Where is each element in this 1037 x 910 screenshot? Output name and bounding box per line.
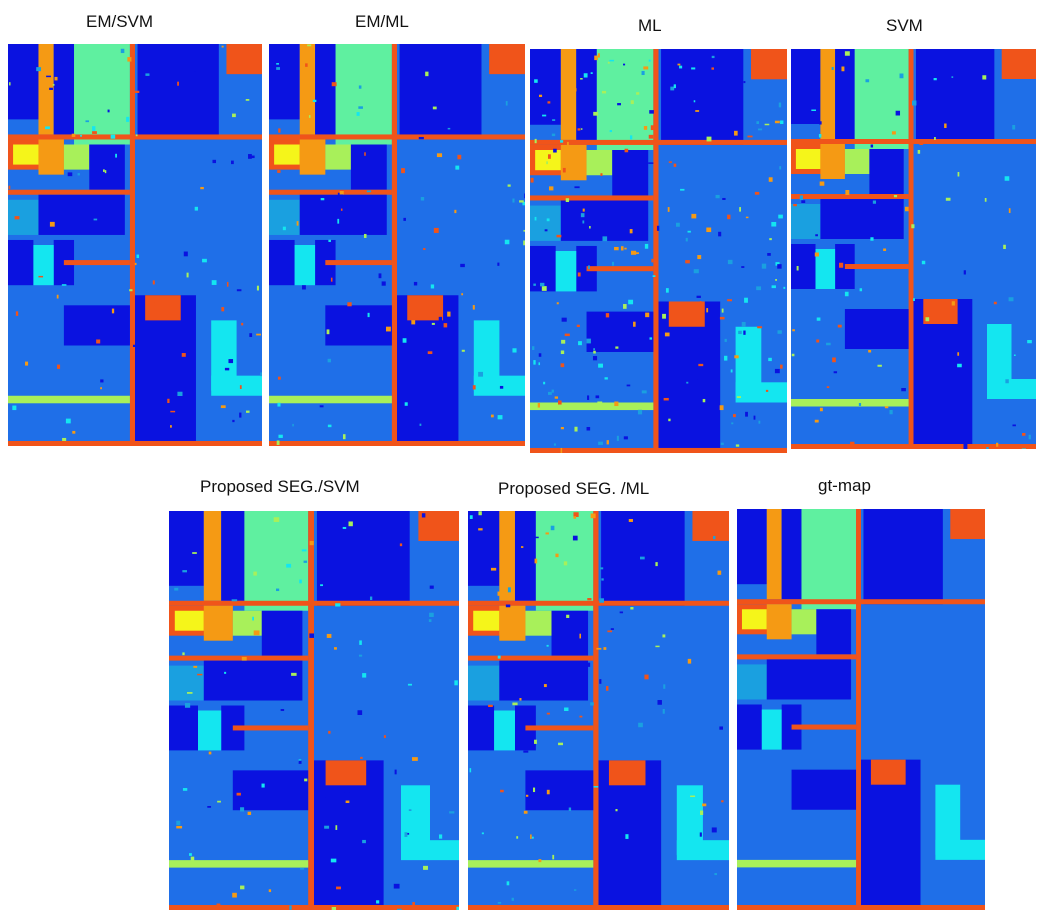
classification-map-svm: [791, 49, 1036, 449]
classification-map-em-ml: [269, 44, 525, 446]
classification-map-ml: [530, 49, 787, 453]
caption-svm: SVM: [886, 16, 923, 35]
classification-map-seg-svm: [169, 511, 459, 910]
classification-map-gt: [737, 509, 985, 910]
caption-ml: ML: [638, 16, 662, 35]
caption-gt-map: gt-map: [818, 476, 871, 495]
caption-em-svm: EM/SVM: [86, 12, 154, 31]
caption-seg-svm: Proposed SEG./SVM: [200, 477, 360, 496]
caption-em-ml: EM/ML: [355, 12, 409, 31]
classification-map-em-svm: [8, 44, 262, 446]
classification-map-seg-ml: [468, 511, 729, 910]
caption-seg-ml: Proposed SEG. /ML: [498, 479, 650, 498]
